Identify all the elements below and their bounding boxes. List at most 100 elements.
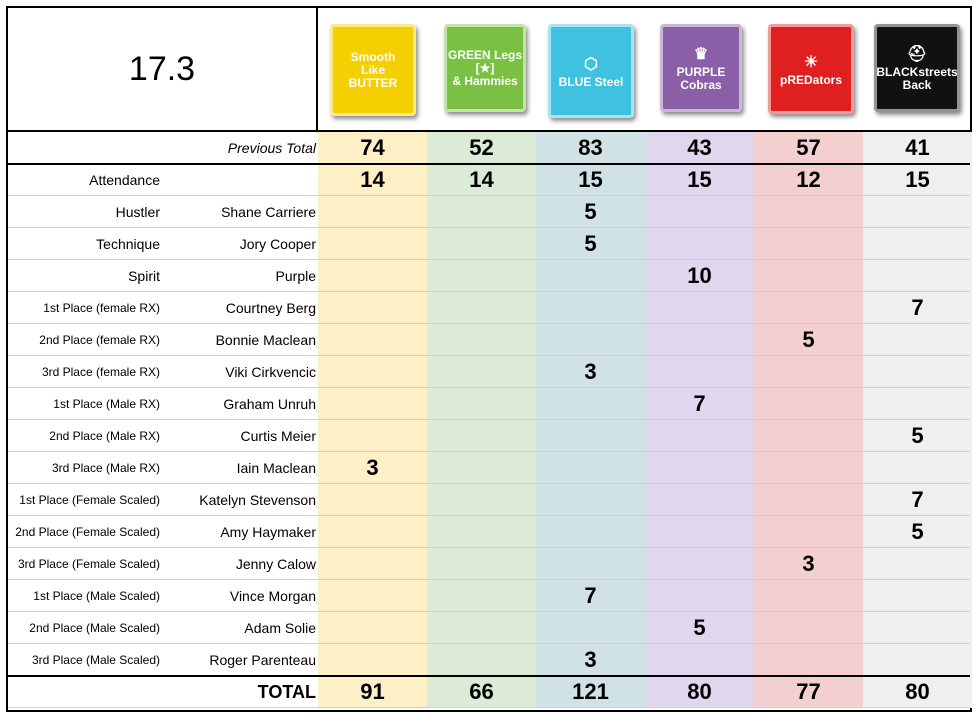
award-points-cell-1 bbox=[318, 356, 427, 388]
award-row: 1st Place (Male RX) Graham Unruh 7 bbox=[8, 388, 970, 420]
award-row: Spirit Purple 10 bbox=[8, 260, 970, 292]
award-row: 1st Place (female RX) Courtney Berg 7 bbox=[8, 292, 970, 324]
award-points-cell-6: 5 bbox=[911, 423, 924, 448]
title-cell: 17.3 bbox=[8, 8, 318, 132]
row-divider bbox=[8, 579, 970, 580]
row-divider bbox=[8, 259, 970, 260]
page-title: 17.3 bbox=[128, 49, 196, 88]
award-points-cell-2 bbox=[427, 228, 536, 260]
award-points-cell-6 bbox=[863, 548, 972, 580]
team-column-bg-3 bbox=[536, 132, 645, 708]
award-points-cell-4 bbox=[645, 324, 754, 356]
award-category: Spirit bbox=[128, 268, 160, 284]
row-divider bbox=[8, 707, 970, 708]
award-points-cell-2 bbox=[427, 548, 536, 580]
award-points-cell-3 bbox=[536, 292, 645, 324]
team-column-bg-1 bbox=[318, 132, 427, 708]
helmet-icon: ⛑ bbox=[906, 46, 928, 63]
award-points-cell-3: 3 bbox=[584, 359, 597, 384]
award-category: 2nd Place (Male RX) bbox=[49, 429, 160, 443]
award-points-cell-5 bbox=[754, 516, 863, 548]
previous-total-cell-3: 83 bbox=[578, 135, 603, 160]
award-athlete: Jenny Calow bbox=[235, 556, 316, 572]
award-points-cell-5 bbox=[754, 644, 863, 676]
award-category: Hustler bbox=[115, 204, 160, 220]
team-logo-row: Smooth Like BUTTER GREEN Legs [★] & Hammies ⬡ B… bbox=[318, 8, 970, 132]
crown-icon: ♛ bbox=[693, 46, 709, 63]
award-category: 1st Place (female RX) bbox=[43, 301, 160, 315]
award-points-cell-6 bbox=[863, 260, 972, 292]
award-points-cell-4 bbox=[645, 420, 754, 452]
award-points-cell-1 bbox=[318, 388, 427, 420]
award-row: Hustler Shane Carriere 5 bbox=[8, 196, 970, 228]
team-name-line: Smooth bbox=[350, 49, 396, 64]
award-points-cell-2 bbox=[427, 484, 536, 516]
award-row: 2nd Place (Female Scaled) Amy Haymaker 5 bbox=[8, 516, 970, 548]
award-points-cell-2 bbox=[427, 612, 536, 644]
award-points-cell-4: 7 bbox=[693, 391, 706, 416]
award-points-cell-1 bbox=[318, 516, 427, 548]
row-divider bbox=[8, 355, 970, 356]
award-points-cell-4 bbox=[645, 196, 754, 228]
attendance-label: Attendance bbox=[89, 172, 160, 188]
award-points-cell-2 bbox=[427, 420, 536, 452]
award-athlete: Katelyn Stevenson bbox=[199, 492, 316, 508]
attendance-row: Attendance 14 14 15 15 12 15 bbox=[8, 164, 970, 196]
award-points-cell-6 bbox=[863, 452, 972, 484]
team-name-line: PURPLE bbox=[676, 65, 726, 79]
award-athlete: Bonnie Maclean bbox=[215, 332, 316, 348]
attendance-cell-3: 15 bbox=[578, 167, 603, 192]
award-category: 1st Place (Female Scaled) bbox=[19, 493, 160, 507]
award-athlete: Adam Solie bbox=[244, 620, 316, 636]
total-label: TOTAL bbox=[257, 682, 316, 702]
row-divider bbox=[8, 515, 970, 516]
award-row: 3rd Place (female RX) Viki Cirkvencic 3 bbox=[8, 356, 970, 388]
award-points-cell-2 bbox=[427, 516, 536, 548]
attendance-cell-5: 12 bbox=[796, 167, 821, 192]
team-name-line: Cobras bbox=[680, 78, 722, 92]
award-row: 3rd Place (Female Scaled) Jenny Calow 3 bbox=[8, 548, 970, 580]
award-points-cell-1 bbox=[318, 420, 427, 452]
award-category: 3rd Place (female RX) bbox=[41, 365, 160, 379]
award-points-cell-3: 3 bbox=[584, 647, 597, 672]
award-athlete: Amy Haymaker bbox=[220, 524, 316, 540]
award-points-cell-5 bbox=[754, 452, 863, 484]
award-points-cell-2 bbox=[427, 644, 536, 676]
award-points-cell-3: 5 bbox=[584, 199, 597, 224]
award-points-cell-1 bbox=[318, 196, 427, 228]
award-points-cell-5 bbox=[754, 260, 863, 292]
award-points-cell-2 bbox=[427, 260, 536, 292]
award-points-cell-4 bbox=[645, 644, 754, 676]
row-divider bbox=[8, 675, 970, 677]
team-name-line: BUTTER bbox=[348, 75, 398, 90]
award-points-cell-6 bbox=[863, 612, 972, 644]
team-column-bg-5 bbox=[754, 132, 863, 708]
award-points-cell-2 bbox=[427, 356, 536, 388]
award-points-cell-4 bbox=[645, 292, 754, 324]
award-points-cell-6: 7 bbox=[911, 487, 924, 512]
award-athlete: Courtney Berg bbox=[225, 300, 316, 316]
row-divider bbox=[8, 195, 970, 196]
attendance-cell-6: 15 bbox=[905, 167, 930, 192]
award-row: 2nd Place (Male Scaled) Adam Solie 5 bbox=[8, 612, 970, 644]
award-points-cell-2 bbox=[427, 292, 536, 324]
award-category: 3rd Place (Female Scaled) bbox=[17, 557, 160, 571]
award-points-cell-6 bbox=[863, 228, 972, 260]
award-points-cell-3 bbox=[536, 452, 645, 484]
award-row: 1st Place (Male Scaled) Vince Morgan 7 bbox=[8, 580, 970, 612]
row-divider bbox=[8, 451, 970, 452]
team-logo-5: ☀ pREDators bbox=[768, 24, 854, 114]
total-cell-2: 66 bbox=[469, 679, 494, 704]
team-column-bg-2 bbox=[427, 132, 536, 708]
award-points-cell-1 bbox=[318, 292, 427, 324]
award-points-cell-5 bbox=[754, 612, 863, 644]
award-category: 3rd Place (Male Scaled) bbox=[31, 653, 160, 667]
award-points-cell-2 bbox=[427, 324, 536, 356]
award-points-cell-3 bbox=[536, 484, 645, 516]
award-points-cell-5 bbox=[754, 580, 863, 612]
team-name-line: & Hammies bbox=[452, 73, 518, 88]
award-athlete: Iain Maclean bbox=[236, 460, 316, 476]
total-cell-3: 121 bbox=[572, 679, 609, 704]
team-logo-1: Smooth Like BUTTER bbox=[330, 24, 416, 116]
award-points-cell-4 bbox=[645, 516, 754, 548]
